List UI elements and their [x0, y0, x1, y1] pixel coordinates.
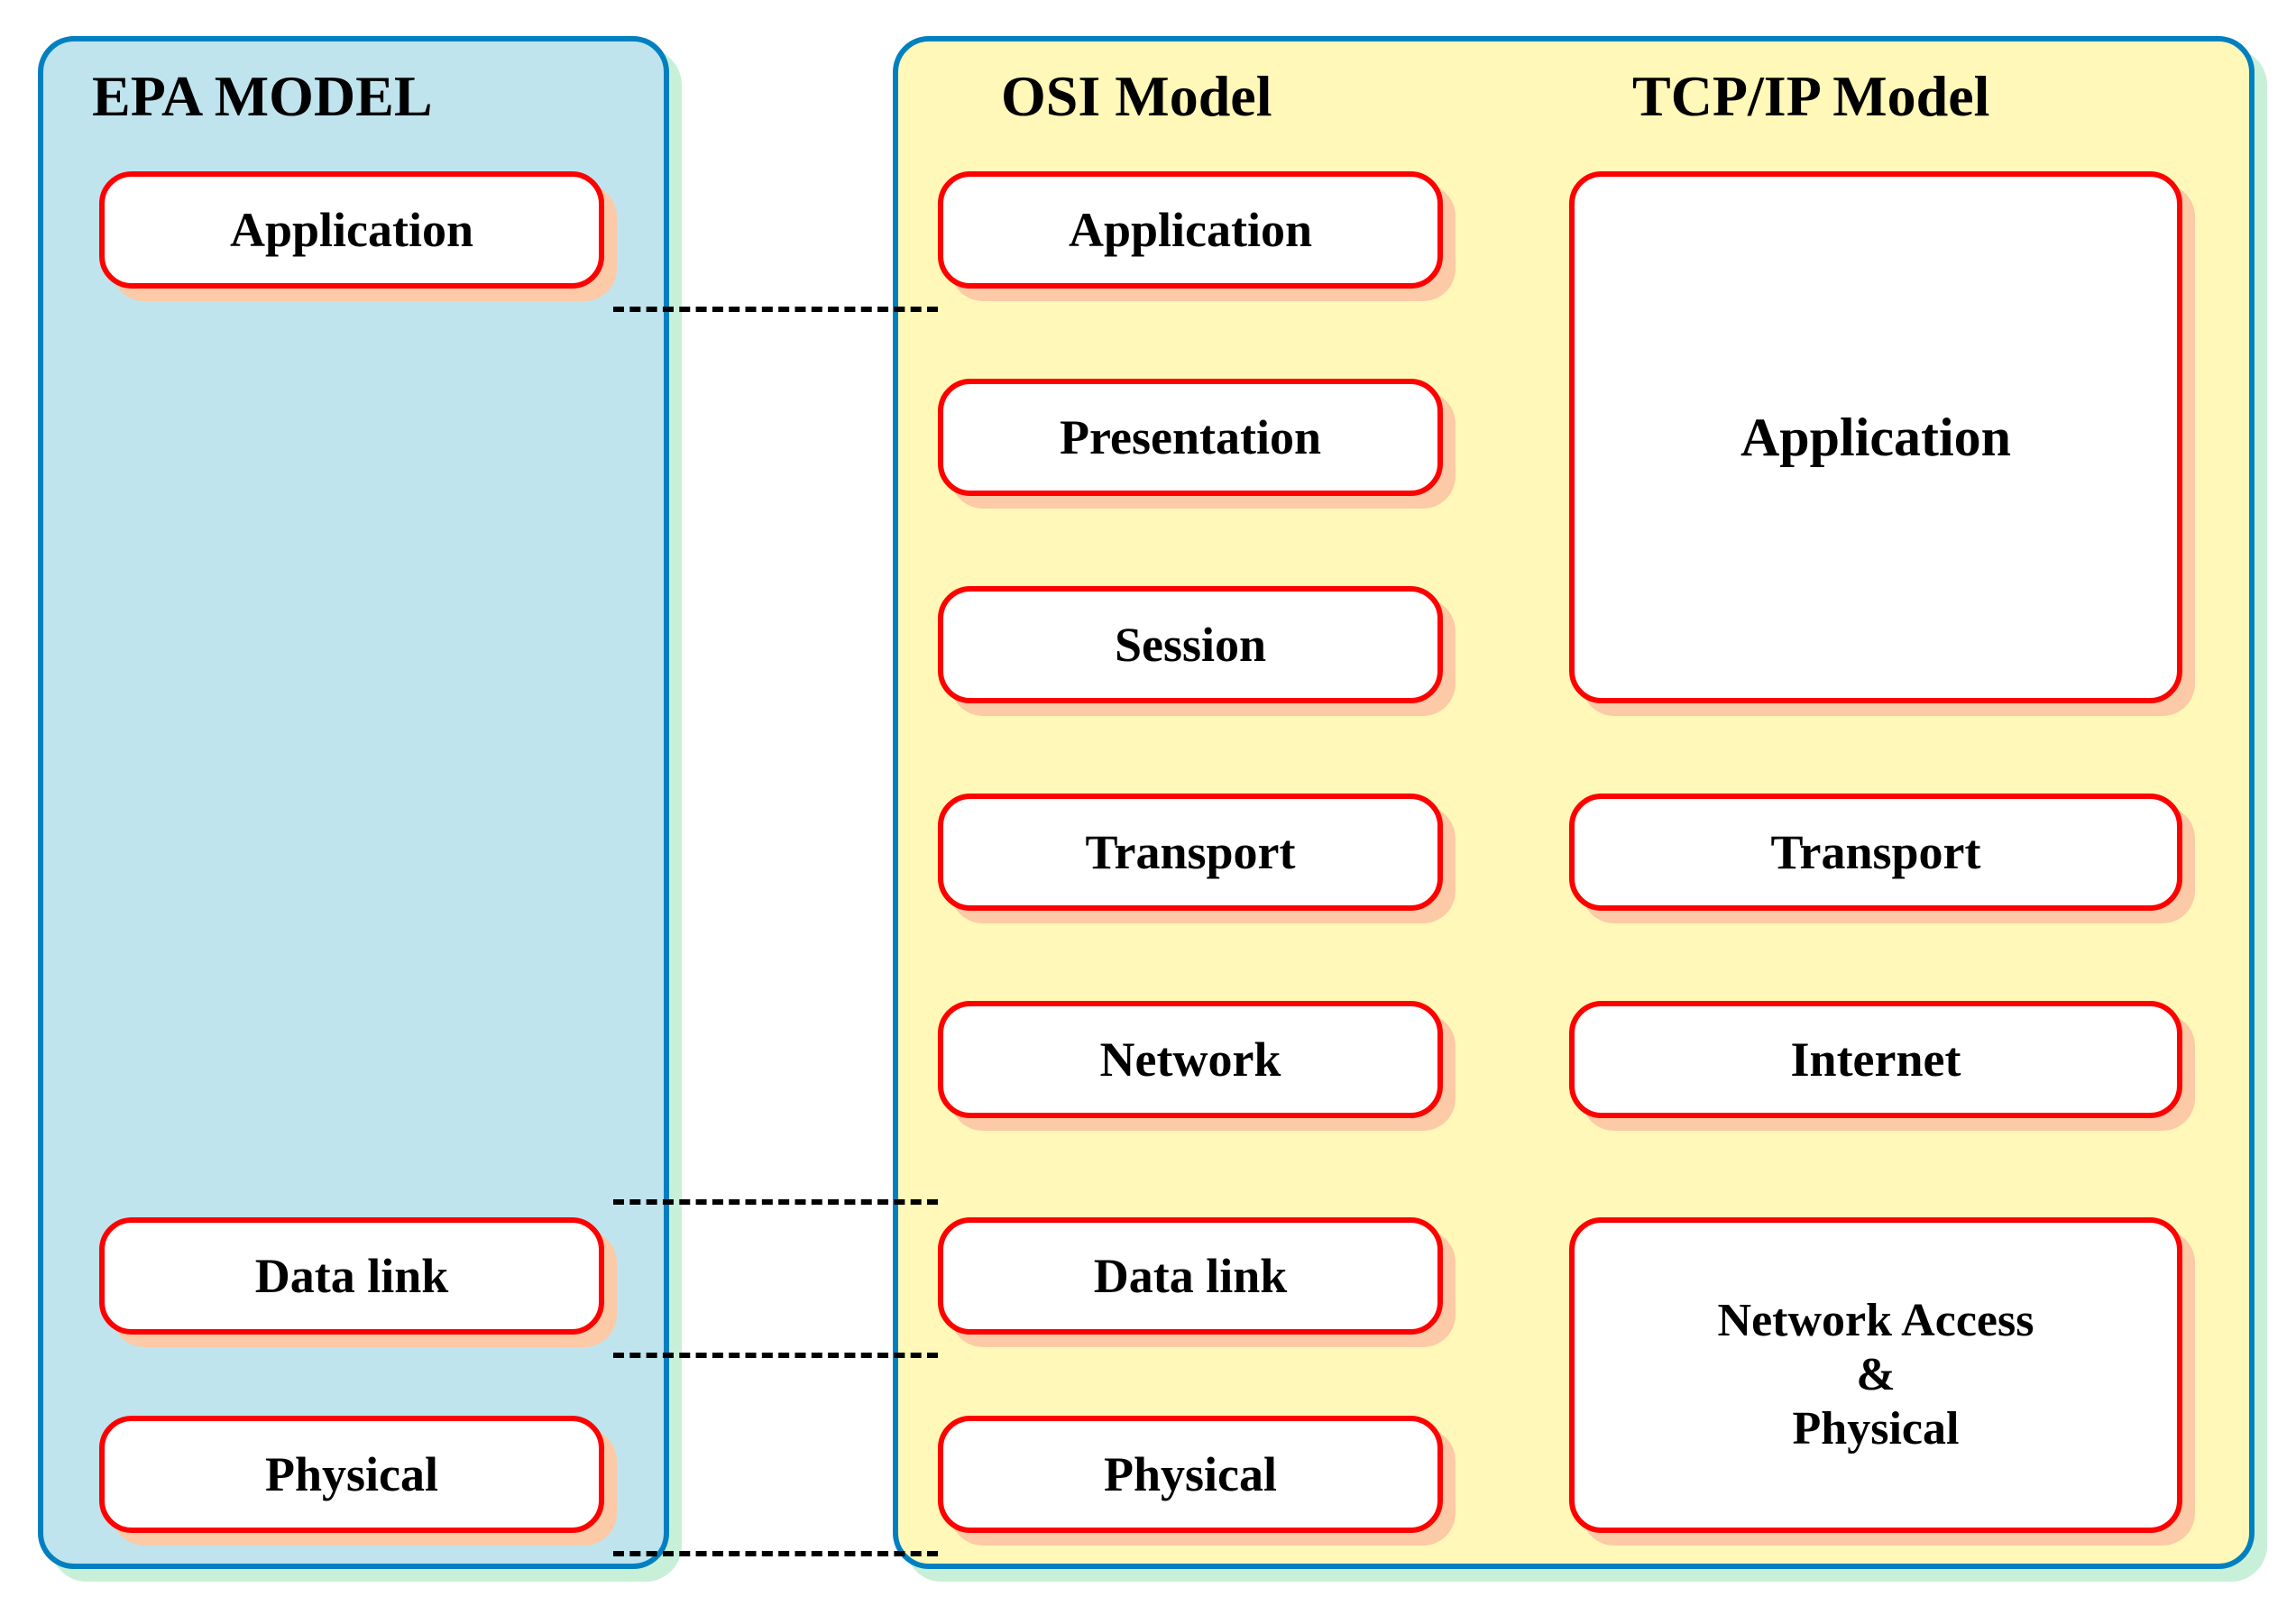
osi-transport-label: Transport — [1085, 824, 1295, 880]
dashed-line-datalink-bottom — [613, 1353, 938, 1358]
osi-network-layer: Network — [938, 1001, 1443, 1118]
tcpip-internet-label: Internet — [1791, 1032, 1961, 1087]
dashed-line-datalink-top — [613, 1199, 938, 1205]
epa-panel-title: EPA MODEL — [92, 63, 433, 130]
diagram-canvas: EPA MODEL OSI Model TCP/IP Model Applica… — [0, 0, 2296, 1615]
epa-datalink-label: Data link — [255, 1248, 449, 1304]
tcpip-networkaccess-layer: Network Access&Physical — [1569, 1217, 2182, 1533]
osi-application-layer: Application — [938, 171, 1443, 289]
dashed-line-physical — [613, 1551, 938, 1556]
tcpip-application-layer: Application — [1569, 171, 2182, 703]
tcpip-networkaccess-label: Network Access&Physical — [1718, 1294, 2034, 1455]
epa-physical-label: Physical — [265, 1446, 438, 1502]
dashed-line-app — [613, 307, 938, 312]
osi-network-label: Network — [1100, 1032, 1281, 1087]
osi-physical-label: Physical — [1104, 1446, 1277, 1502]
osi-session-layer: Session — [938, 586, 1443, 703]
tcpip-internet-layer: Internet — [1569, 1001, 2182, 1118]
tcpip-transport-layer: Transport — [1569, 794, 2182, 911]
osi-datalink-label: Data link — [1094, 1248, 1288, 1304]
osi-transport-layer: Transport — [938, 794, 1443, 911]
osi-column-title: OSI Model — [1001, 63, 1272, 130]
tcpip-column-title: TCP/IP Model — [1632, 63, 1989, 130]
epa-physical-layer: Physical — [99, 1416, 604, 1533]
epa-application-label: Application — [230, 202, 473, 258]
osi-datalink-layer: Data link — [938, 1217, 1443, 1335]
osi-presentation-layer: Presentation — [938, 379, 1443, 496]
osi-presentation-label: Presentation — [1060, 409, 1321, 465]
osi-physical-layer: Physical — [938, 1416, 1443, 1533]
epa-datalink-layer: Data link — [99, 1217, 604, 1335]
tcpip-application-label: Application — [1740, 407, 2011, 469]
tcpip-transport-label: Transport — [1770, 824, 1980, 880]
epa-application-layer: Application — [99, 171, 604, 289]
osi-application-label: Application — [1069, 202, 1312, 258]
osi-session-label: Session — [1115, 617, 1266, 673]
